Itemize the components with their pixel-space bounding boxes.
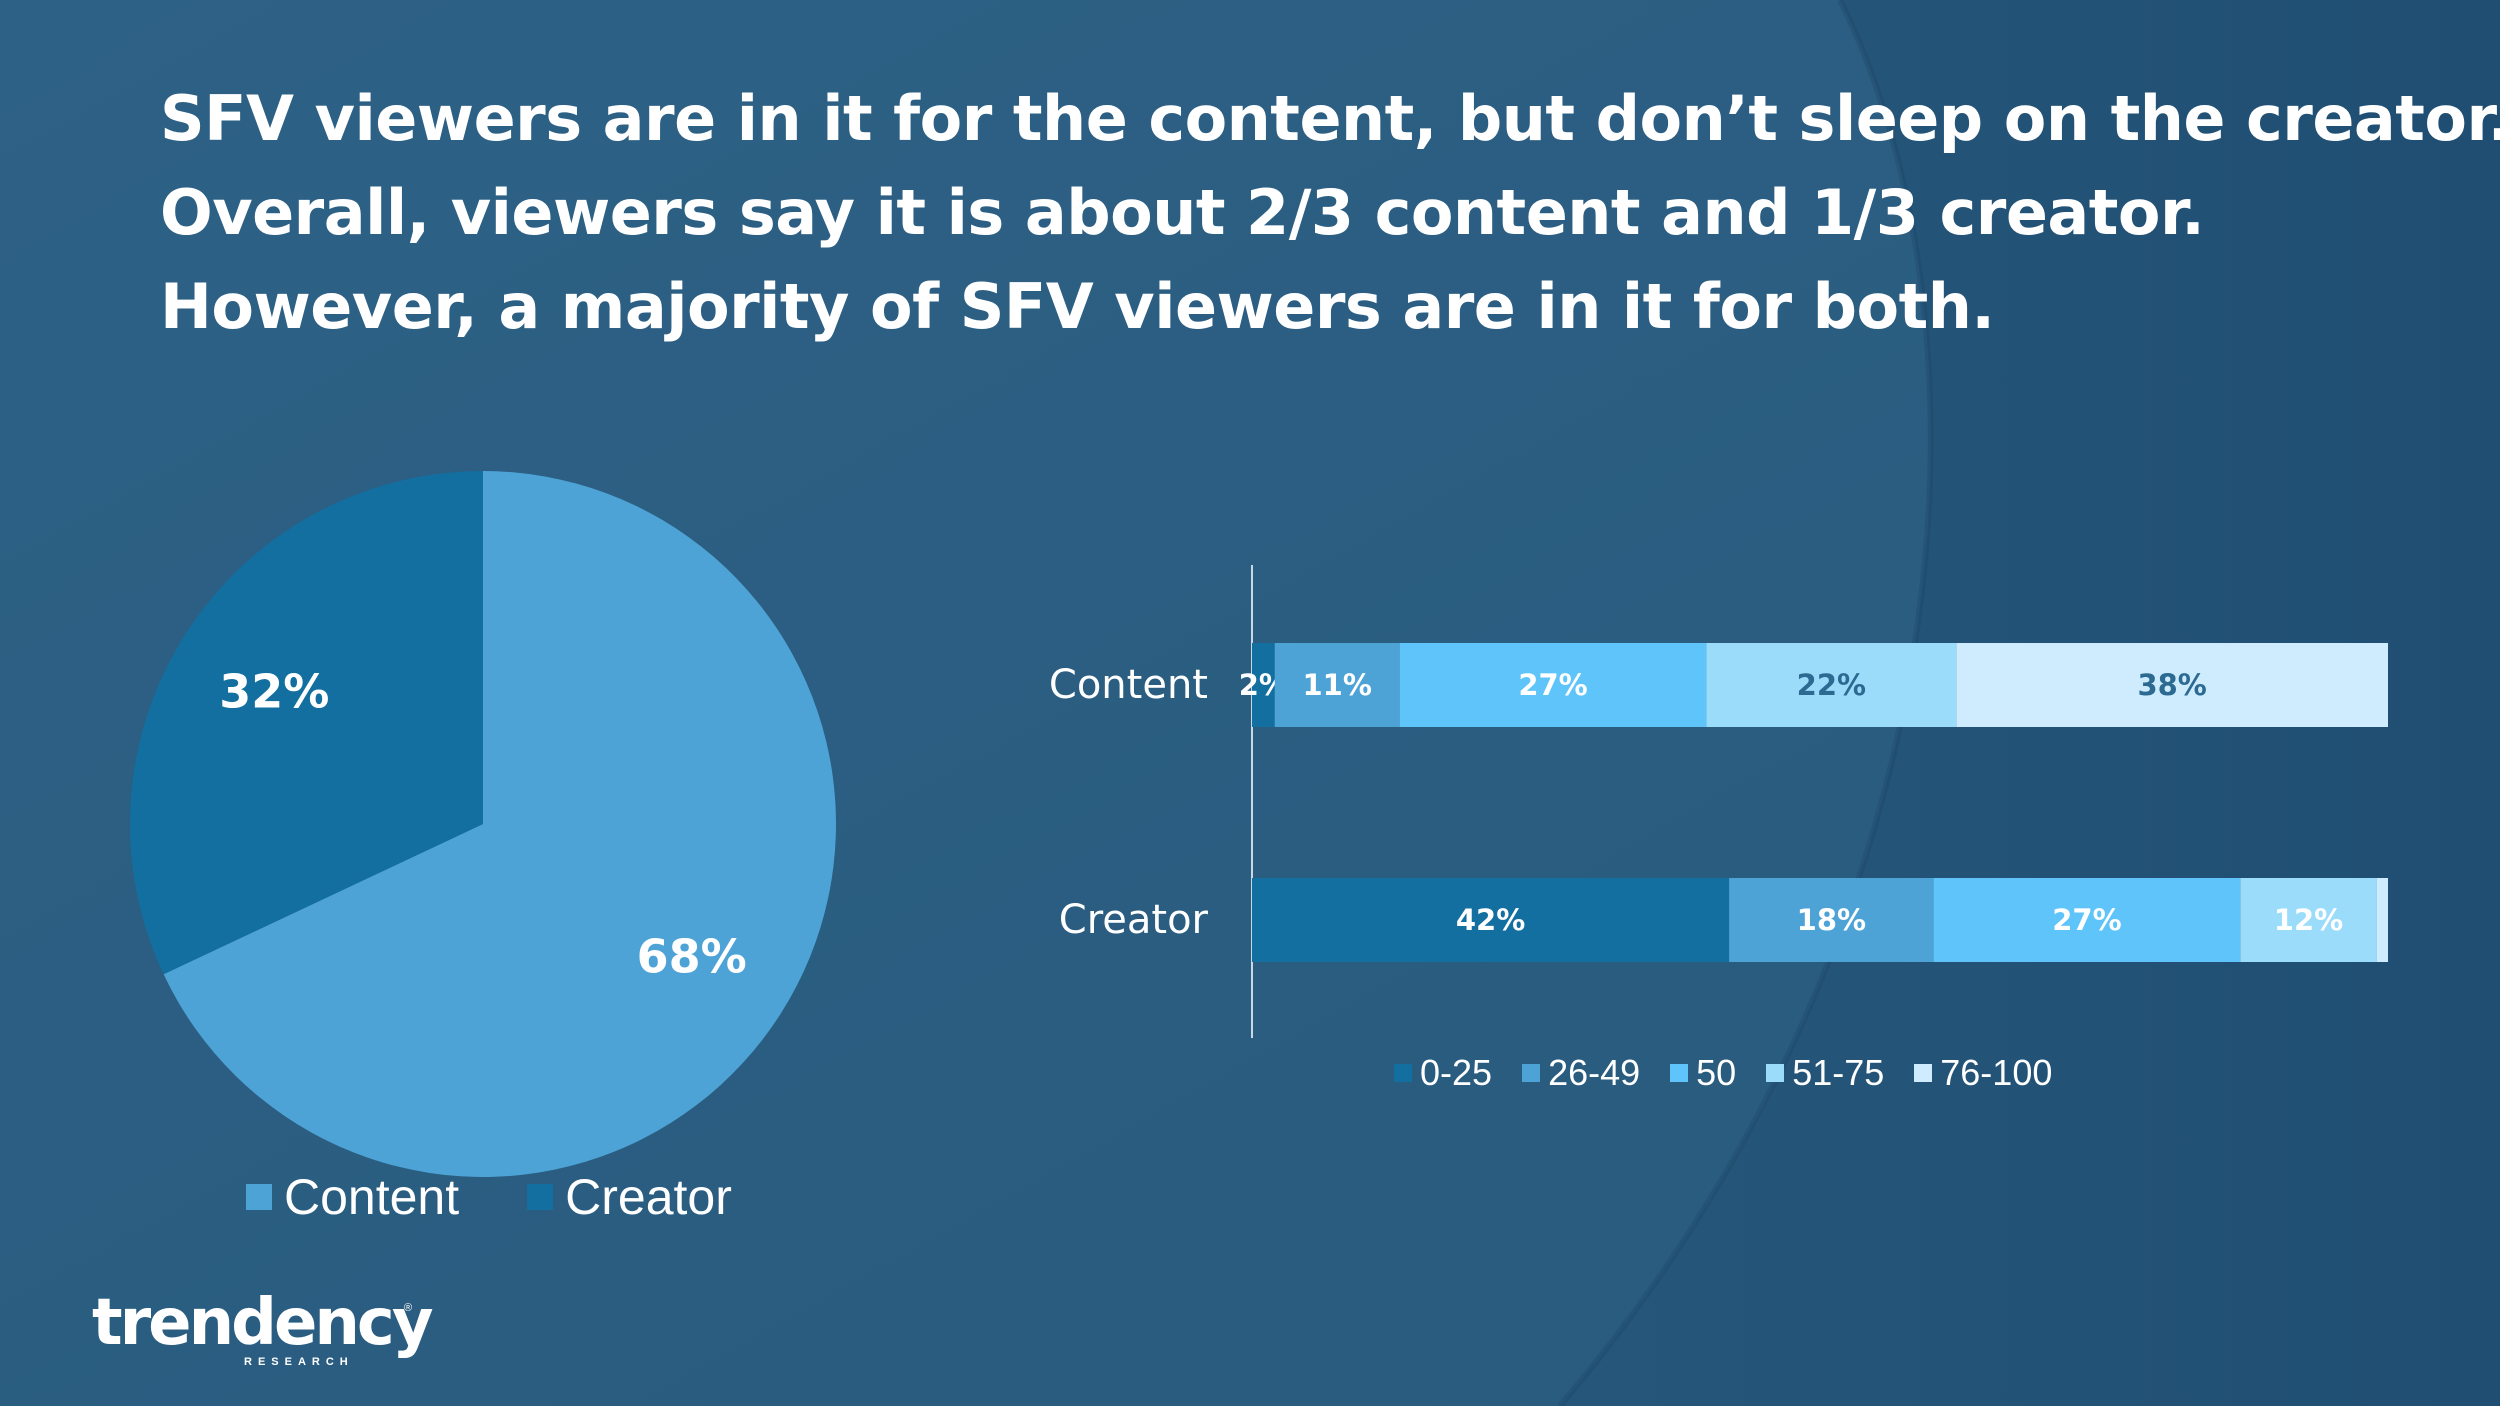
data-label-content-50: 27%: [1518, 668, 1587, 702]
data-label-content-26-49: 11%: [1302, 668, 1371, 702]
bar-segment-content-76-100: [1956, 643, 2388, 727]
pie-legend-item-creator: Creator: [527, 1168, 732, 1226]
bar-legend-item-26-49: 26-49: [1522, 1052, 1640, 1094]
bar-segment-creator-51-75: [2240, 878, 2377, 962]
legend-label-26-49: 26-49: [1548, 1052, 1641, 1093]
category-label-creator: Creator: [1059, 897, 1209, 943]
content-legend-swatch: [246, 1184, 272, 1210]
trendency-logo: trendency RESEARCH ®: [92, 1286, 434, 1368]
legend-swatch-51-75: [1766, 1064, 1785, 1082]
bar-segment-creator-50: [1933, 878, 2241, 962]
bar-segment-creator-0-25: [1252, 878, 1730, 962]
logo-wordmark: trendency: [92, 1286, 434, 1360]
legend-label-0-25: 0-25: [1420, 1052, 1493, 1093]
data-label-content-76-100: 38%: [2137, 668, 2206, 702]
legend-label-76-100: 76-100: [1940, 1052, 2053, 1093]
logo-registered-mark: ®: [404, 1302, 413, 1314]
bar-segment-content-26-49: [1274, 643, 1400, 727]
pie-slice-creator: [129, 471, 483, 975]
pie-legend: Content Creator: [246, 1168, 732, 1226]
bar-legend-item-0-25: 0-25: [1394, 1052, 1492, 1094]
data-label-creator-50: 27%: [2052, 903, 2121, 937]
headline-line-2: Overall, viewers say it is about 2/3 con…: [160, 176, 2205, 249]
pie-slice-content: [163, 471, 836, 1178]
bar-legend: 0-25 26-49 50 51-75 76-100: [1394, 1052, 2052, 1094]
bar-legend-item-76-100: 76-100: [1914, 1052, 2052, 1094]
pie-label-content: 68%: [637, 929, 747, 983]
logo-subtitle: RESEARCH: [244, 1356, 354, 1368]
bar-segment-content-50: [1399, 643, 1707, 727]
data-label-creator-51-75: 12%: [2274, 903, 2343, 937]
legend-label-51-75: 51-75: [1792, 1052, 1885, 1093]
headline-line-3: However, a majority of SFV viewers are i…: [160, 270, 1995, 343]
content-legend-label: Content: [284, 1169, 460, 1225]
data-label-creator-26-49: 18%: [1797, 903, 1866, 937]
legend-swatch-26-49: [1522, 1064, 1541, 1082]
legend-swatch-76-100: [1914, 1064, 1933, 1082]
headline-line-1: SFV viewers are in it for the content, b…: [160, 82, 2500, 155]
legend-swatch-50: [1670, 1064, 1689, 1082]
bar-legend-item-50: 50: [1670, 1052, 1736, 1094]
creator-legend-swatch: [527, 1184, 554, 1210]
bar-segment-creator-26-49: [1729, 878, 1934, 962]
legend-swatch-0-25: [1394, 1064, 1412, 1082]
slide-headline: SFV viewers are in it for the content, b…: [160, 72, 2500, 354]
legend-label-50: 50: [1696, 1052, 1737, 1093]
category-label-content: Content: [1049, 662, 1208, 708]
bar-legend-item-51-75: 51-75: [1766, 1052, 1884, 1094]
data-label-creator-0-25: 42%: [1456, 903, 1525, 937]
pie-legend-item-content: Content: [246, 1168, 459, 1226]
pie-label-creator: 32%: [219, 665, 329, 719]
creator-legend-label: Creator: [565, 1169, 732, 1225]
bar-segment-content-51-75: [1706, 643, 1957, 727]
data-label-content-51-75: 22%: [1797, 668, 1866, 702]
bar-segment-creator-76-100: [2376, 878, 2388, 962]
bar-segment-content-0-25: [1252, 643, 1275, 727]
